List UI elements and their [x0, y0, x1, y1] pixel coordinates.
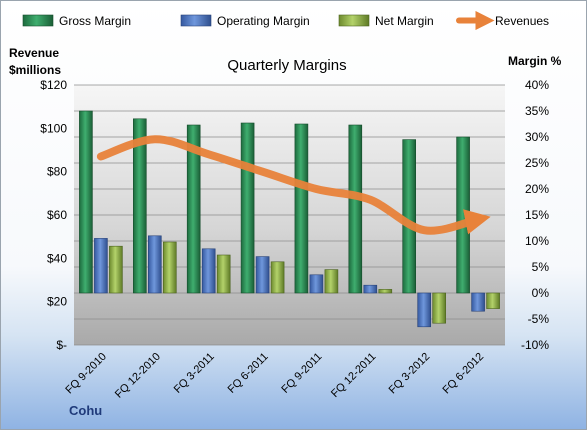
- right-tick-label: 15%: [525, 208, 549, 222]
- gross-margin-bar: [456, 136, 470, 294]
- legend: Gross Margin Operating Margin Net Margin Re…: [22, 10, 549, 31]
- right-tick-label: 25%: [525, 156, 549, 170]
- net-margin-bar: [486, 292, 500, 309]
- legend-swatch: [338, 14, 370, 27]
- legend-label: Revenues: [495, 14, 549, 28]
- gross-margin-bar: [294, 123, 309, 294]
- right-tick-label: 20%: [525, 182, 549, 196]
- operating-margin-bar: [471, 292, 485, 312]
- legend-label: Net Margin: [375, 14, 434, 28]
- right-tick-label: 30%: [525, 130, 549, 144]
- operating-margin-bar: [363, 284, 378, 294]
- chart-title: Quarterly Margins: [227, 57, 346, 74]
- x-tick-label: FQ 12-2010: [113, 351, 163, 401]
- right-tick-label: -5%: [528, 312, 550, 326]
- revenue-line-layer: [96, 135, 491, 235]
- left-tick-label: $120: [40, 78, 67, 92]
- net-margin-bar: [163, 241, 177, 294]
- net-margin-bar: [109, 245, 123, 294]
- left-tick-label: $80: [47, 165, 67, 179]
- operating-margin-bar: [255, 256, 270, 294]
- gross-margin-bar: [348, 124, 363, 294]
- net-margin-bar: [270, 261, 285, 294]
- legend-label: Gross Margin: [59, 14, 131, 28]
- x-tick-label: FQ 6-2011: [226, 351, 271, 396]
- operating-margin-bar: [309, 274, 324, 294]
- left-tick-label: $-: [56, 338, 67, 352]
- net-margin-bar: [324, 269, 339, 294]
- right-tick-label: 40%: [525, 78, 549, 92]
- company-label: Cohu: [69, 403, 102, 418]
- legend-swatch: [22, 14, 54, 27]
- net-margin-bar: [216, 254, 231, 294]
- right-axis-ticks: -10% -5% 0% 5% 10% 15% 20% 25% 30% 35% 40%: [521, 78, 549, 352]
- gross-margin-bar: [402, 139, 417, 294]
- x-tick-label: FQ 3-2011: [172, 351, 217, 396]
- operating-margin-bar: [201, 248, 216, 294]
- x-axis-ticks: FQ 9-2010 FQ 12-2010 FQ 3-2011 FQ 6-2011 FQ …: [63, 351, 486, 401]
- operating-margin-bar: [94, 238, 108, 294]
- right-tick-label: -10%: [521, 338, 549, 352]
- right-axis-label: Margin %: [508, 54, 562, 68]
- x-tick-label: FQ 6-2012: [441, 351, 487, 397]
- left-axis-ticks: $- $20 $40 $60 $80 $100 $120: [40, 78, 67, 352]
- left-tick-label: $60: [47, 208, 67, 222]
- revenues-line: [96, 135, 491, 235]
- x-tick-label: FQ 9-2010: [63, 351, 109, 397]
- right-tick-label: 10%: [525, 234, 549, 248]
- x-tick-label: FQ 9-2011: [279, 351, 324, 396]
- x-tick-label: FQ 3-2012: [387, 351, 433, 397]
- legend-swatch: [180, 14, 212, 27]
- left-axis-label-line2: $millions: [9, 63, 61, 77]
- operating-margin-bar: [417, 292, 432, 328]
- right-tick-label: 0%: [532, 286, 550, 300]
- gross-margin-bar: [79, 110, 93, 294]
- left-tick-label: $20: [47, 295, 67, 309]
- net-margin-bar: [378, 289, 393, 294]
- gross-margin-bar: [133, 118, 147, 294]
- right-tick-label: 5%: [532, 260, 550, 274]
- left-axis-label-line1: Revenue: [9, 46, 59, 60]
- gross-margin-bar: [186, 124, 201, 294]
- left-tick-label: $100: [40, 121, 67, 135]
- left-tick-label: $40: [47, 251, 67, 265]
- right-tick-label: 35%: [525, 104, 549, 118]
- net-margin-bar: [432, 292, 447, 324]
- gross-margin-bar: [240, 122, 255, 294]
- x-tick-label: FQ 12-2011: [329, 351, 378, 400]
- operating-margin-bar: [148, 235, 162, 294]
- legend-label: Operating Margin: [217, 14, 310, 28]
